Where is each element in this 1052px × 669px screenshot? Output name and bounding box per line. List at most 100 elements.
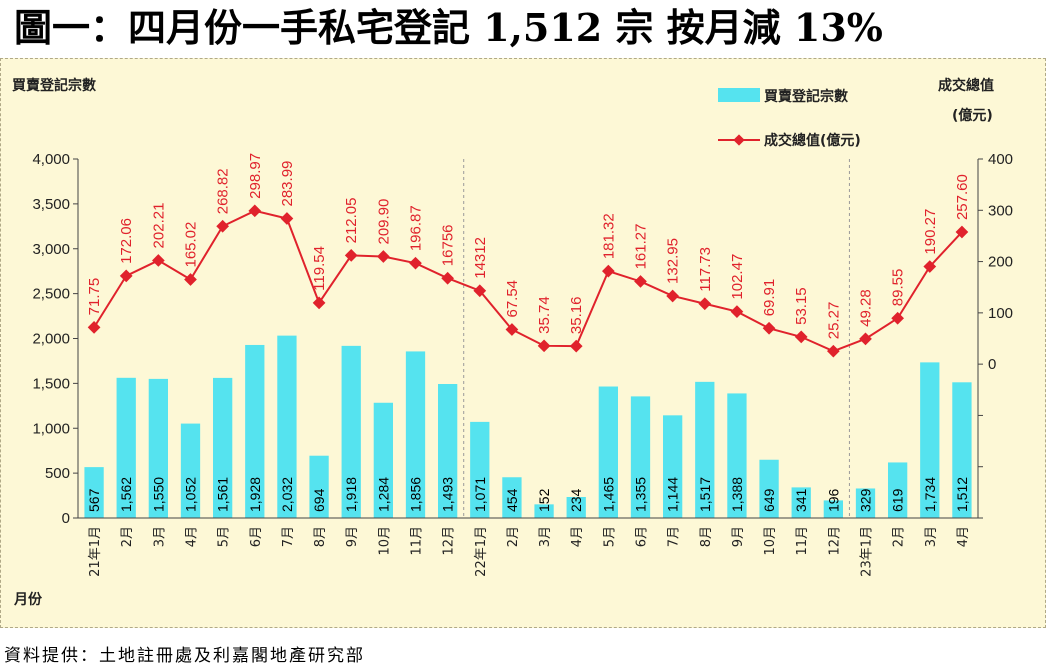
x-tick-label: 6月 xyxy=(249,526,264,547)
bar xyxy=(791,487,811,518)
x-tick-label: 12月 xyxy=(442,526,457,556)
bar-value-label: 1,561 xyxy=(215,477,231,512)
line-point xyxy=(762,321,776,335)
bar-value-label: 1,284 xyxy=(375,477,391,512)
bar-value-label: 454 xyxy=(504,488,520,512)
line-path xyxy=(93,209,963,353)
x-tick-label: 4月 xyxy=(570,526,585,547)
line-point xyxy=(184,273,197,286)
bar-value-label: 1,465 xyxy=(600,477,616,512)
line-value-label: 190.27 xyxy=(922,209,939,255)
x-tick-label: 3月 xyxy=(538,526,553,547)
line-point xyxy=(441,271,455,285)
y-tick-label: 1,000 xyxy=(32,420,70,437)
x-tick-label: 12月 xyxy=(827,526,842,556)
chart-title: 圖一：四月份一手私宅登記 1,512 宗 按月減 13% xyxy=(14,5,883,50)
chart-panel xyxy=(0,58,1046,628)
line-value-label: 132.95 xyxy=(665,238,682,284)
line-value-label: 212.05 xyxy=(343,198,360,244)
line-value-label: 202.21 xyxy=(150,203,167,249)
bar xyxy=(245,344,265,518)
x-tick-label: 9月 xyxy=(345,526,360,547)
y-tick-label: 3,000 xyxy=(32,241,70,258)
y2-tick-label: 300 xyxy=(988,202,1013,219)
bar-value-label: 1,071 xyxy=(472,477,488,512)
y-tick-label: 2,500 xyxy=(32,286,70,303)
line-point xyxy=(794,330,808,344)
line-point xyxy=(698,297,712,311)
bar xyxy=(566,496,586,518)
x-tick-label: 5月 xyxy=(602,526,617,547)
line-point xyxy=(216,219,230,233)
x-tick-label: 3月 xyxy=(152,526,167,547)
line-point xyxy=(601,264,615,278)
line-value-label: 69.91 xyxy=(761,279,778,317)
bar xyxy=(534,504,554,518)
bar-value-label: 1,550 xyxy=(150,477,166,512)
line-point xyxy=(859,332,872,346)
x-tick-label: 8月 xyxy=(699,526,714,547)
bar-value-label: 1,517 xyxy=(697,477,713,512)
y-tick-label: 4,000 xyxy=(32,151,70,168)
line-value-label: 172.06 xyxy=(118,218,135,264)
bar xyxy=(952,382,972,518)
y2-tick-label: 100 xyxy=(988,305,1013,322)
x-tick-label: 10月 xyxy=(377,526,392,556)
x-tick-label: 11月 xyxy=(795,526,810,556)
x-tick-label: 2月 xyxy=(506,526,521,547)
x-tick-label: 9月 xyxy=(731,526,746,547)
legend-bar-swatch xyxy=(718,88,760,102)
line-value-label: 53.15 xyxy=(793,287,810,325)
line-point xyxy=(87,320,101,334)
x-tick-label: 21年1月 xyxy=(88,526,103,577)
line-value-label: 49.28 xyxy=(858,289,875,327)
bar xyxy=(502,477,522,518)
x-tick-label: 23年1月 xyxy=(860,526,875,577)
bar xyxy=(663,415,683,518)
y-tick-label: 3,500 xyxy=(32,196,70,213)
line-point xyxy=(569,339,583,353)
line-value-label: 257.60 xyxy=(954,174,971,220)
line-value-label: 196.87 xyxy=(408,205,425,251)
bar-value-label: 1,856 xyxy=(408,477,424,512)
line-point xyxy=(344,249,358,262)
line-point xyxy=(891,311,905,325)
line-value-label: 283.99 xyxy=(279,161,296,207)
y-tick-label: 2,000 xyxy=(32,331,70,348)
line-point xyxy=(505,323,519,336)
line-value-label: 67.54 xyxy=(504,280,521,318)
line-point xyxy=(634,275,647,288)
line-point xyxy=(409,256,422,270)
bar-value-label: 1,512 xyxy=(954,477,970,512)
x-tick-label: 10月 xyxy=(763,526,778,556)
y-tick-label: 0 xyxy=(62,510,70,527)
bar xyxy=(855,488,876,518)
bar xyxy=(598,386,618,518)
bar xyxy=(213,377,233,518)
line-value-label: 35.74 xyxy=(536,296,553,334)
line-value-label: 298.97 xyxy=(247,153,264,199)
y-tick-label: 1,500 xyxy=(32,375,70,392)
line-point xyxy=(537,339,551,353)
bar xyxy=(341,345,361,518)
bar-value-label: 341 xyxy=(793,488,809,512)
bar-value-label: 1,493 xyxy=(440,477,456,512)
bar-value-label: 1,562 xyxy=(118,477,134,512)
x-tick-label: 7月 xyxy=(281,526,296,547)
axes: 0 500 1,000 1,500 2,000 2,500 3,000 3,500 4,000 0… xyxy=(32,151,1013,527)
x-tick-label: 11月 xyxy=(410,526,425,556)
line-value-label: 117.73 xyxy=(697,247,714,292)
bar xyxy=(148,378,168,518)
line-point xyxy=(730,305,744,318)
bar xyxy=(309,455,329,518)
y-axis-label: 買賣登記宗數 xyxy=(12,77,96,94)
x-tick-label: 3月 xyxy=(924,526,939,547)
y2-tick-label: 400 xyxy=(988,151,1013,168)
line-value-label: 102.47 xyxy=(729,254,746,300)
x-tick-label: 6月 xyxy=(635,526,650,547)
combo-chart: 0 500 1,000 1,500 2,000 2,500 3,000 3,500 4,000 0… xyxy=(12,77,1013,608)
x-tick-label: 8月 xyxy=(313,526,328,547)
bar xyxy=(888,462,908,518)
x-axis-label: 月份 xyxy=(13,591,43,608)
bar-value-label: 694 xyxy=(311,488,327,512)
